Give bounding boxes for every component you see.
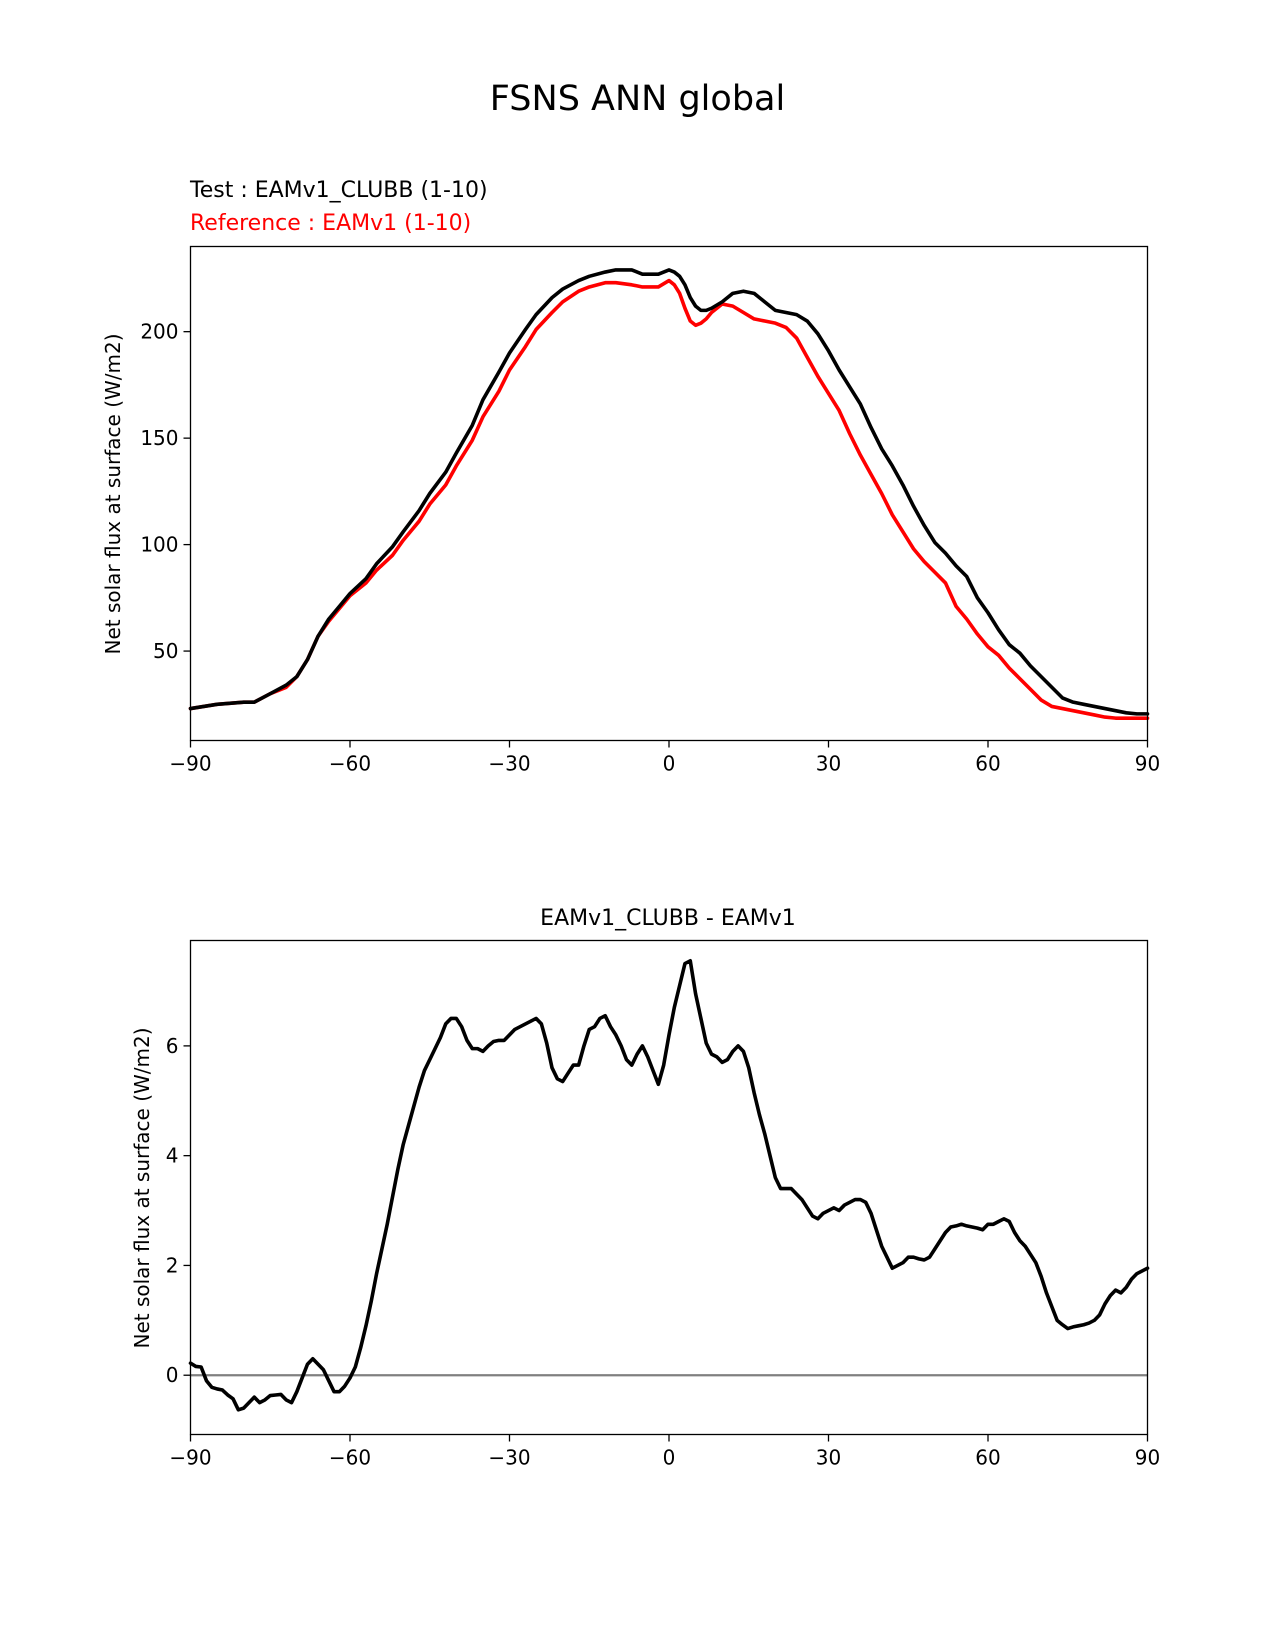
top-x-tick-label: 60 (975, 752, 1000, 776)
bottom-series (188, 959, 1150, 1412)
bottom-ticks: −90 −60 −30 0 30 60 90 0 2 4 6 (166, 1034, 1160, 1470)
bottom-x-tick-label: 0 (663, 1446, 676, 1470)
bottom-title: EAMv1_CLUBB - EAMv1 (540, 906, 796, 931)
top-title-test: Test : EAMv1_CLUBB (1-10) (189, 178, 488, 203)
top-series-line (188, 278, 1150, 720)
bottom-x-tick-label: 60 (975, 1446, 1000, 1470)
top-y-tick-label: 50 (153, 639, 178, 663)
top-x-tick-label: −90 (169, 752, 211, 776)
top-series (188, 268, 1150, 720)
bottom-x-tick-label: 90 (1135, 1446, 1160, 1470)
top-x-tick-label: 90 (1135, 752, 1160, 776)
top-x-tick-label: −60 (329, 752, 371, 776)
bottom-x-tick-label: 30 (816, 1446, 841, 1470)
top-series-line (188, 268, 1150, 716)
bottom-x-tick-label: −60 (329, 1446, 371, 1470)
bottom-y-axis-label: Net solar flux at surface (W/m2) (130, 1027, 154, 1348)
top-x-tick-label: 0 (663, 752, 676, 776)
top-ticks: −90 −60 −30 0 30 60 90 50 100 150 200 (140, 320, 1160, 776)
top-x-tick-label: −30 (488, 752, 530, 776)
top-panel: Test : EAMv1_CLUBB (1-10) Reference : EA… (101, 178, 1160, 776)
top-y-tick-label: 150 (140, 426, 178, 450)
bottom-series-line (188, 959, 1150, 1412)
bottom-y-tick-label: 4 (166, 1144, 179, 1168)
bottom-y-tick-label: 2 (166, 1253, 179, 1277)
top-title-reference: Reference : EAMv1 (1-10) (190, 211, 471, 236)
bottom-axes-frame (189, 939, 1149, 1436)
figure-title: FSNS ANN global (490, 79, 785, 119)
top-axes-frame (189, 245, 1149, 742)
bottom-y-tick-label: 6 (166, 1034, 179, 1058)
top-x-tick-label: 30 (816, 752, 841, 776)
top-y-tick-label: 200 (140, 320, 178, 344)
top-y-tick-label: 100 (140, 533, 178, 557)
bottom-x-tick-label: −30 (488, 1446, 530, 1470)
top-y-axis-label: Net solar flux at surface (W/m2) (101, 333, 125, 654)
bottom-x-tick-label: −90 (169, 1446, 211, 1470)
bottom-panel: EAMv1_CLUBB - EAMv1 Net solar flux at su… (130, 906, 1160, 1470)
bottom-y-tick-label: 0 (166, 1363, 179, 1387)
